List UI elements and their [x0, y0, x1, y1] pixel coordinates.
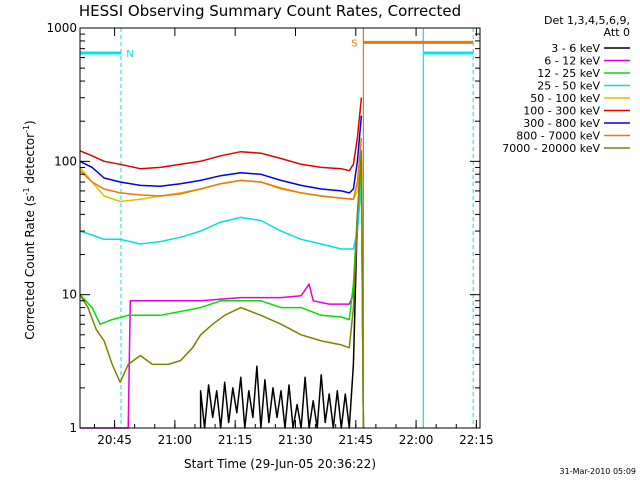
y-axis-label-sup: -1 — [22, 187, 31, 195]
x-axis-ticks: 20:45 21:00 21:15 21:30 21:45 22:00 22:15 — [93, 28, 494, 447]
series-line — [79, 181, 365, 429]
x-axis-label: Start Time (29-Jun-05 20:36:22) — [184, 457, 376, 471]
legend-label: 3 - 6 keV — [551, 42, 600, 55]
legend-label: 25 - 50 keV — [537, 80, 600, 93]
plot-frame — [79, 27, 481, 429]
legend-header-line: Att 0 — [604, 26, 630, 39]
series-line — [79, 150, 365, 429]
y-axis-label: Corrected Count Rate (s-1 detector-1) — [22, 120, 37, 339]
series-line — [79, 97, 363, 172]
y-axis-ticks: 1 10 100 1000 — [46, 21, 480, 435]
series-line — [79, 115, 363, 194]
legend-label: 300 - 800 keV — [523, 117, 600, 130]
x-tick-label: 21:45 — [338, 433, 373, 447]
x-tick-label: 21:00 — [158, 433, 193, 447]
legend-label: 6 - 12 keV — [544, 55, 600, 68]
series-line — [79, 137, 363, 200]
legend-label: 50 - 100 keV — [530, 92, 600, 105]
y-axis-label-part: ) — [23, 120, 37, 125]
legend-label: 12 - 25 keV — [537, 67, 600, 80]
x-tick-label: 22:15 — [459, 433, 494, 447]
y-axis-label-sup: -1 — [22, 125, 31, 133]
chart-title: HESSI Observing Summary Count Rates, Cor… — [79, 2, 461, 20]
series-line — [79, 160, 365, 429]
legend-label: 100 - 300 keV — [523, 105, 600, 118]
y-axis-label-part: Corrected Count Rate (s — [23, 195, 37, 339]
flag-label: N — [126, 49, 133, 60]
y-tick-label: 10 — [62, 288, 77, 302]
x-tick-label: 22:00 — [399, 433, 434, 447]
plot-timestamp: 31-Mar-2010 05:09 — [560, 467, 637, 476]
legend-label: 7000 - 20000 keV — [502, 142, 600, 155]
y-tick-label: 1 — [69, 421, 77, 435]
legend-label: 800 - 7000 keV — [516, 130, 600, 143]
y-axis-label-part: detector — [23, 133, 37, 188]
x-tick-label: 20:45 — [97, 433, 132, 447]
y-tick-label: 1000 — [46, 21, 77, 35]
series-lines — [79, 97, 365, 429]
y-tick-label: 100 — [54, 154, 77, 168]
flag-label: S — [351, 38, 357, 49]
x-tick-label: 21:15 — [218, 433, 253, 447]
series-line — [199, 214, 359, 429]
x-tick-label: 21:30 — [278, 433, 313, 447]
legend-header-line: Det 1,3,4,5,6,9, — [544, 14, 630, 27]
